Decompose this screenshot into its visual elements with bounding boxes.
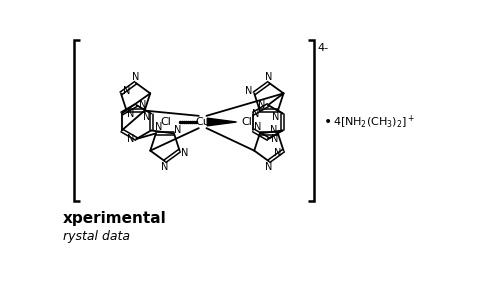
Text: Cu: Cu bbox=[195, 117, 210, 127]
Text: Cl: Cl bbox=[242, 117, 253, 127]
Text: N: N bbox=[126, 134, 134, 144]
Text: N: N bbox=[154, 122, 162, 132]
Text: 4[NH$_2$(CH$_3$)$_2$]$^+$: 4[NH$_2$(CH$_3$)$_2$]$^+$ bbox=[333, 114, 415, 131]
Text: N: N bbox=[265, 72, 272, 82]
Text: N: N bbox=[271, 134, 278, 144]
Text: N: N bbox=[132, 72, 139, 82]
Text: N: N bbox=[274, 148, 282, 158]
Text: •: • bbox=[323, 115, 332, 129]
Text: N: N bbox=[254, 122, 261, 132]
Text: N: N bbox=[245, 86, 253, 96]
Text: N: N bbox=[265, 162, 272, 172]
Text: 4-: 4- bbox=[318, 44, 329, 53]
Text: N: N bbox=[252, 109, 260, 119]
Polygon shape bbox=[207, 118, 237, 126]
Text: N: N bbox=[143, 112, 151, 122]
Text: N: N bbox=[122, 86, 130, 96]
Text: N: N bbox=[272, 112, 279, 122]
Text: N: N bbox=[139, 100, 146, 110]
Text: N: N bbox=[127, 109, 134, 119]
Text: N: N bbox=[174, 125, 182, 135]
Text: xperimental: xperimental bbox=[63, 211, 167, 226]
Text: N: N bbox=[161, 162, 168, 172]
Text: N: N bbox=[258, 100, 266, 110]
Text: Cl: Cl bbox=[160, 117, 171, 127]
Text: N: N bbox=[182, 148, 189, 158]
Text: N: N bbox=[271, 125, 278, 135]
Text: rystal data: rystal data bbox=[63, 230, 130, 243]
